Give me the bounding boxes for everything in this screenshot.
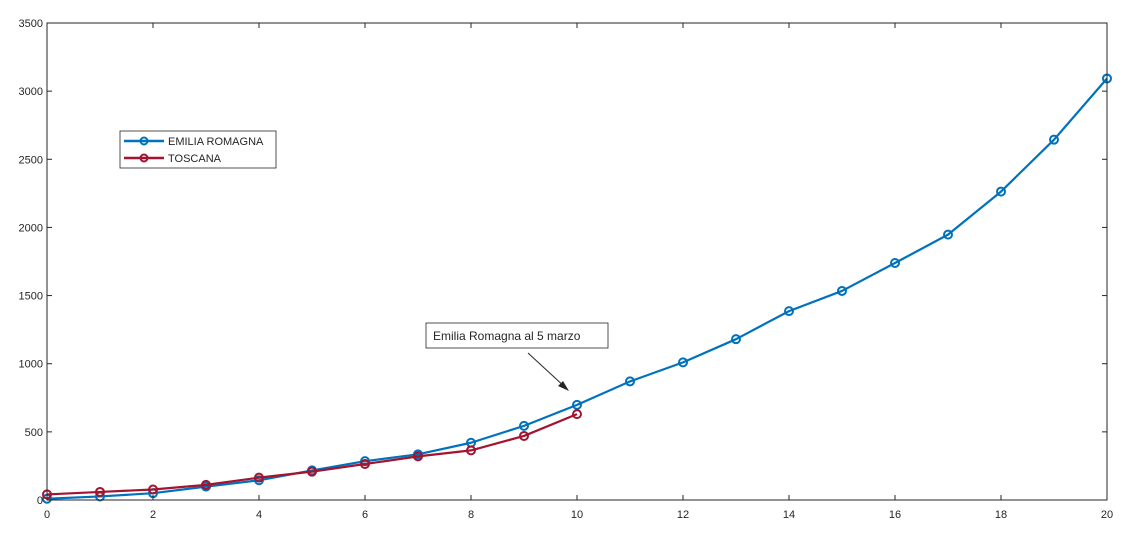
data-point-toscana xyxy=(466,445,476,456)
data-point-emilia-romagna xyxy=(996,186,1006,197)
y-tick-label: 3500 xyxy=(19,18,43,30)
data-point-toscana xyxy=(413,451,423,462)
x-tick-label: 14 xyxy=(783,509,795,521)
y-tick-label: 500 xyxy=(25,427,43,439)
x-tick-label: 4 xyxy=(256,509,262,521)
data-point-emilia-romagna xyxy=(943,229,953,240)
y-tick-label: 2500 xyxy=(19,154,43,166)
series-line-emilia-romagna xyxy=(46,77,1108,500)
x-tick-label: 2 xyxy=(150,509,156,521)
x-tick-label: 20 xyxy=(1101,509,1113,521)
data-point-emilia-romagna xyxy=(572,399,582,410)
data-point-emilia-romagna xyxy=(837,285,847,296)
x-tick-label: 16 xyxy=(889,509,901,521)
x-tick-label: 12 xyxy=(677,509,689,521)
x-tick-label: 0 xyxy=(44,509,50,521)
annotation-box xyxy=(425,322,609,349)
series-layer xyxy=(42,73,1112,504)
data-point-emilia-romagna xyxy=(890,257,900,268)
annotation-text: Emilia Romagna al 5 marzo xyxy=(433,329,581,343)
legend: EMILIA ROMAGNA TOSCANA xyxy=(119,130,277,169)
data-point-toscana xyxy=(519,430,529,441)
x-tick-label: 6 xyxy=(362,509,368,521)
annotation: Emilia Romagna al 5 marzo xyxy=(425,322,609,391)
data-point-toscana xyxy=(307,466,317,477)
axis-layer: 0 2 4 6 8 10 12 14 16 18 20 0 500 1000 1500 2000 2500 300… xyxy=(19,18,1114,521)
x-tick-label: 18 xyxy=(995,509,1007,521)
data-point-toscana xyxy=(95,486,105,497)
legend-label-emilia-romagna: EMILIA ROMAGNA xyxy=(168,136,264,148)
data-point-toscana xyxy=(572,409,582,420)
legend-marker-toscana xyxy=(139,153,149,163)
annotation-arrow-line xyxy=(527,352,567,389)
data-point-emilia-romagna xyxy=(519,420,529,431)
data-point-toscana xyxy=(148,484,158,495)
legend-marker-emilia-romagna xyxy=(139,136,149,146)
data-point-emilia-romagna xyxy=(731,334,741,345)
plot-area xyxy=(47,23,1107,500)
y-tick-label: 2000 xyxy=(19,222,43,234)
data-point-emilia-romagna xyxy=(1049,134,1059,145)
data-point-toscana xyxy=(360,459,370,470)
y-tick-label: 3000 xyxy=(19,86,43,98)
series-line-toscana xyxy=(46,413,578,496)
data-point-emilia-romagna xyxy=(784,306,794,317)
x-tick-label: 10 xyxy=(571,509,583,521)
data-point-emilia-romagna xyxy=(678,357,688,368)
x-tick-label: 8 xyxy=(468,509,474,521)
data-point-toscana xyxy=(254,472,264,483)
annotation-arrow-head xyxy=(558,381,569,391)
y-tick-label: 0 xyxy=(37,495,43,507)
y-tick-label: 1000 xyxy=(19,359,43,371)
legend-label-toscana: TOSCANA xyxy=(168,153,222,165)
data-point-toscana xyxy=(201,479,211,490)
data-point-emilia-romagna xyxy=(625,376,635,387)
y-tick-label: 1500 xyxy=(19,291,43,303)
